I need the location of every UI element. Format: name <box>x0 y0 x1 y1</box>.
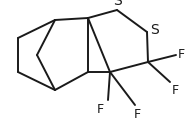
Text: F: F <box>178 49 185 61</box>
Text: F: F <box>172 84 179 97</box>
Text: F: F <box>133 108 141 121</box>
Text: S: S <box>113 0 121 8</box>
Text: S: S <box>150 23 159 37</box>
Text: F: F <box>97 103 104 116</box>
